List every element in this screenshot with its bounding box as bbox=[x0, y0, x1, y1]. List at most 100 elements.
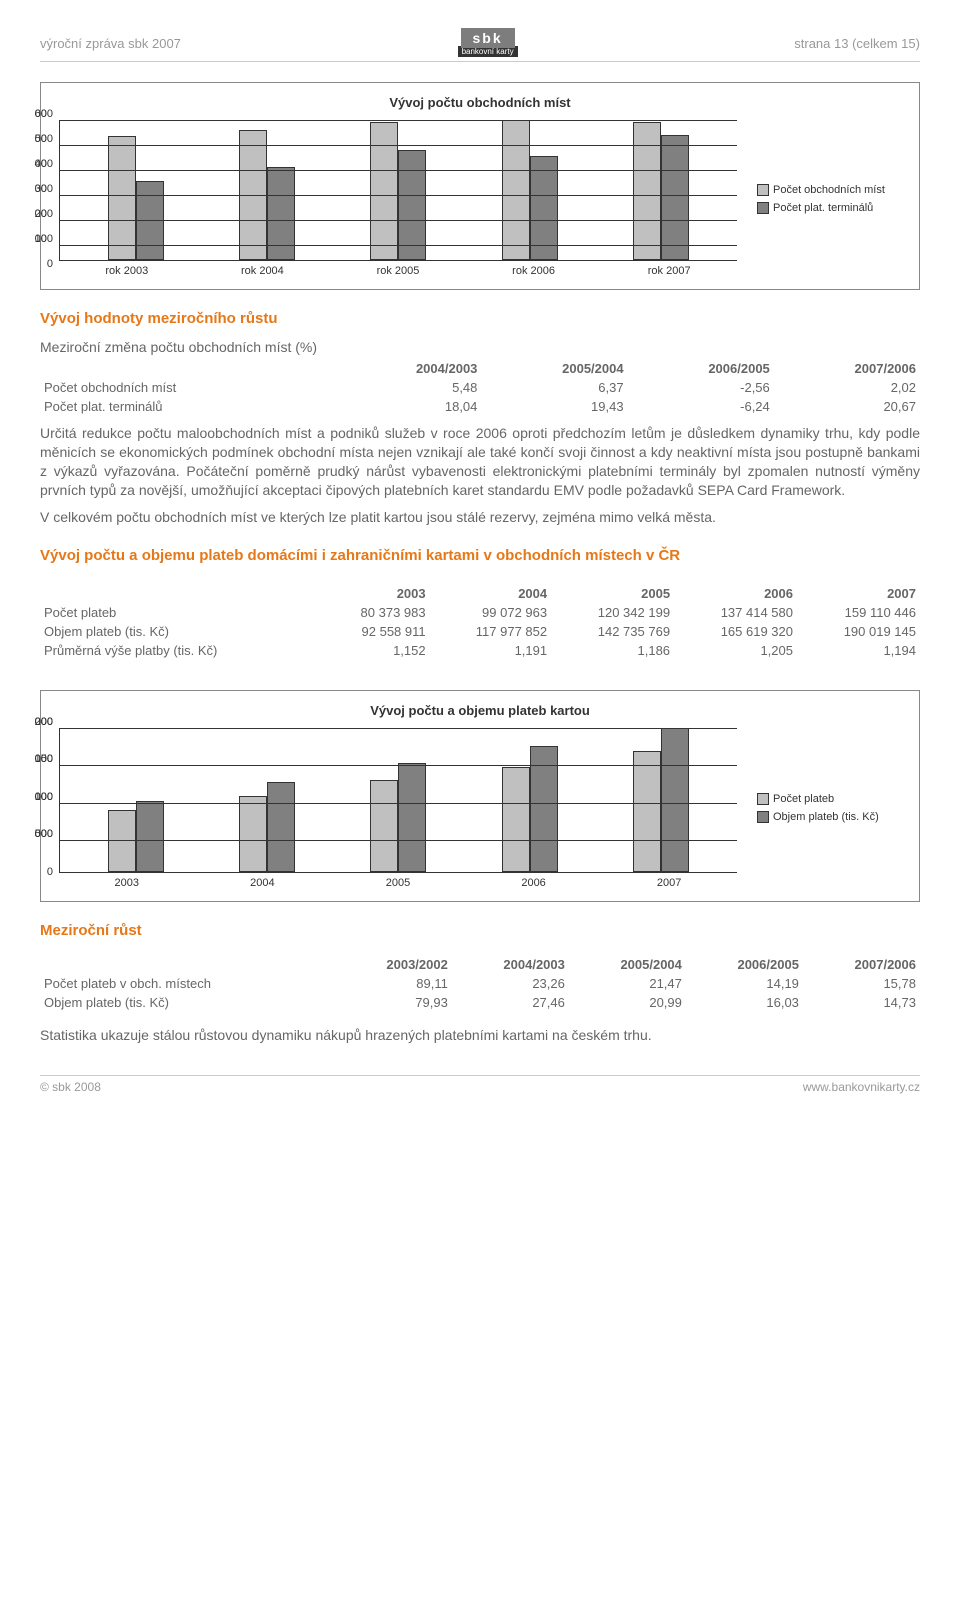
table-cell: 14,73 bbox=[803, 993, 920, 1012]
legend-label: Počet plateb bbox=[773, 793, 834, 805]
table-1-caption: Meziroční změna počtu obchodních míst (%… bbox=[40, 339, 920, 355]
table-row: Průměrná výše platby (tis. Kč)1,1521,191… bbox=[40, 641, 920, 660]
table-cell: 80 373 983 bbox=[318, 603, 430, 622]
bar bbox=[502, 767, 530, 872]
table-header-year: 2004/2003 bbox=[452, 955, 569, 974]
table-header-year: 2007/2006 bbox=[803, 955, 920, 974]
table-cell: 92 558 911 bbox=[318, 622, 430, 641]
table-header-year: 2006 bbox=[674, 584, 797, 603]
table-3: 2003/20022004/20032005/20042006/20052007… bbox=[40, 955, 920, 1012]
table-header-label bbox=[40, 584, 318, 603]
table-header-year: 2007/2006 bbox=[774, 359, 920, 378]
table-cell: 5,48 bbox=[335, 378, 481, 397]
table-cell: 21,47 bbox=[569, 974, 686, 993]
paragraph-3: Statistika ukazuje stálou růstovou dynam… bbox=[40, 1026, 920, 1045]
legend-swatch bbox=[757, 811, 769, 823]
section-1-heading: Vývoj hodnoty meziročního růstu bbox=[40, 310, 920, 327]
chart-1-xaxis: rok 2003rok 2004rok 2005rok 2006rok 2007 bbox=[59, 261, 737, 277]
paragraph-1: Určitá redukce počtu maloobchodních míst… bbox=[40, 424, 920, 500]
xaxis-label: 2003 bbox=[59, 877, 195, 889]
table-cell: 137 414 580 bbox=[674, 603, 797, 622]
chart-2: Vývoj počtu a objemu plateb kartou 200 0… bbox=[40, 690, 920, 903]
legend-item: Počet obchodních míst bbox=[757, 184, 907, 196]
legend-swatch bbox=[757, 793, 769, 805]
xaxis-label: rok 2007 bbox=[601, 265, 737, 277]
bar-group bbox=[370, 122, 426, 261]
row-label: Objem plateb (tis. Kč) bbox=[40, 993, 335, 1012]
xaxis-label: rok 2004 bbox=[195, 265, 331, 277]
header-left: výroční zpráva sbk 2007 bbox=[40, 36, 181, 51]
row-label: Počet plat. terminálů bbox=[40, 397, 335, 416]
table-row: Počet plat. terminálů18,0419,43-6,2420,6… bbox=[40, 397, 920, 416]
bar-group bbox=[108, 801, 164, 872]
row-label: Objem plateb (tis. Kč) bbox=[40, 622, 318, 641]
row-label: Počet plateb v obch. místech bbox=[40, 974, 335, 993]
bar bbox=[530, 746, 558, 872]
bar-group bbox=[633, 122, 689, 260]
table-header-label bbox=[40, 955, 335, 974]
section-3-heading: Meziroční růst bbox=[40, 922, 920, 939]
bar bbox=[633, 122, 661, 260]
bar bbox=[370, 122, 398, 261]
table-2: 20032004200520062007Počet plateb80 373 9… bbox=[40, 584, 920, 660]
table-header-year: 2006/2005 bbox=[686, 955, 803, 974]
table-header-year: 2003/2002 bbox=[335, 955, 452, 974]
table-cell: 20,99 bbox=[569, 993, 686, 1012]
table-header-year: 2005/2004 bbox=[569, 955, 686, 974]
bar-group bbox=[370, 763, 426, 872]
legend-item: Objem plateb (tis. Kč) bbox=[757, 811, 907, 823]
bar-group bbox=[502, 120, 558, 260]
chart-2-body: 200 000 000150 000 000100 000 00050 000 … bbox=[53, 728, 907, 890]
chart-2-xaxis: 20032004200520062007 bbox=[59, 873, 737, 889]
table-header-year: 2006/2005 bbox=[628, 359, 774, 378]
table-row: Objem plateb (tis. Kč)92 558 911117 977 … bbox=[40, 622, 920, 641]
bar bbox=[239, 130, 267, 260]
chart-2-title: Vývoj počtu a objemu plateb kartou bbox=[53, 703, 907, 718]
page-footer: © sbk 2008 www.bankovnikarty.cz bbox=[40, 1075, 920, 1094]
table-cell: 117 977 852 bbox=[430, 622, 551, 641]
bar bbox=[398, 763, 426, 872]
table-header-year: 2007 bbox=[797, 584, 920, 603]
table-cell: 2,02 bbox=[774, 378, 920, 397]
row-label: Počet obchodních míst bbox=[40, 378, 335, 397]
footer-left: © sbk 2008 bbox=[40, 1080, 101, 1094]
header-right: strana 13 (celkem 15) bbox=[794, 36, 920, 51]
bar-group bbox=[633, 728, 689, 873]
legend-item: Počet plateb bbox=[757, 793, 907, 805]
table-header-year: 2003 bbox=[318, 584, 430, 603]
row-label: Průměrná výše platby (tis. Kč) bbox=[40, 641, 318, 660]
table-1: 2004/20032005/20042006/20052007/2006Poče… bbox=[40, 359, 920, 416]
table-cell: 27,46 bbox=[452, 993, 569, 1012]
table-header-year: 2005/2004 bbox=[481, 359, 627, 378]
bar bbox=[136, 181, 164, 260]
legend-label: Objem plateb (tis. Kč) bbox=[773, 811, 879, 823]
bar bbox=[267, 782, 295, 872]
bar-group bbox=[108, 136, 164, 260]
xaxis-label: 2007 bbox=[601, 877, 737, 889]
table-cell: 1,191 bbox=[430, 641, 551, 660]
table-header-label bbox=[40, 359, 335, 378]
section-2-heading: Vývoj počtu a objemu plateb domácími i z… bbox=[40, 547, 920, 564]
table-cell: -2,56 bbox=[628, 378, 774, 397]
table-header-year: 2004/2003 bbox=[335, 359, 481, 378]
table-header-year: 2004 bbox=[430, 584, 551, 603]
xaxis-label: rok 2006 bbox=[466, 265, 602, 277]
table-cell: 14,19 bbox=[686, 974, 803, 993]
table-cell: 1,194 bbox=[797, 641, 920, 660]
chart-1-body: 60 00050 00040 00030 00020 00010 0000 ro… bbox=[53, 120, 907, 277]
table-cell: 18,04 bbox=[335, 397, 481, 416]
xaxis-label: 2006 bbox=[466, 877, 602, 889]
logo: sbk bankovní karty bbox=[458, 30, 518, 57]
table-cell: 165 619 320 bbox=[674, 622, 797, 641]
logo-bottom: bankovní karty bbox=[458, 46, 518, 57]
table-cell: 6,37 bbox=[481, 378, 627, 397]
legend-label: Počet obchodních míst bbox=[773, 184, 885, 196]
table-row: Počet plateb v obch. místech89,1123,2621… bbox=[40, 974, 920, 993]
legend-label: Počet plat. terminálů bbox=[773, 202, 873, 214]
table-cell: 99 072 963 bbox=[430, 603, 551, 622]
paragraph-2: V celkovém počtu obchodních míst ve kter… bbox=[40, 508, 920, 527]
xaxis-label: rok 2003 bbox=[59, 265, 195, 277]
chart-2-legend: Počet plateb Objem plateb (tis. Kč) bbox=[737, 728, 907, 890]
table-row: Počet obchodních míst5,486,37-2,562,02 bbox=[40, 378, 920, 397]
legend-swatch bbox=[757, 202, 769, 214]
